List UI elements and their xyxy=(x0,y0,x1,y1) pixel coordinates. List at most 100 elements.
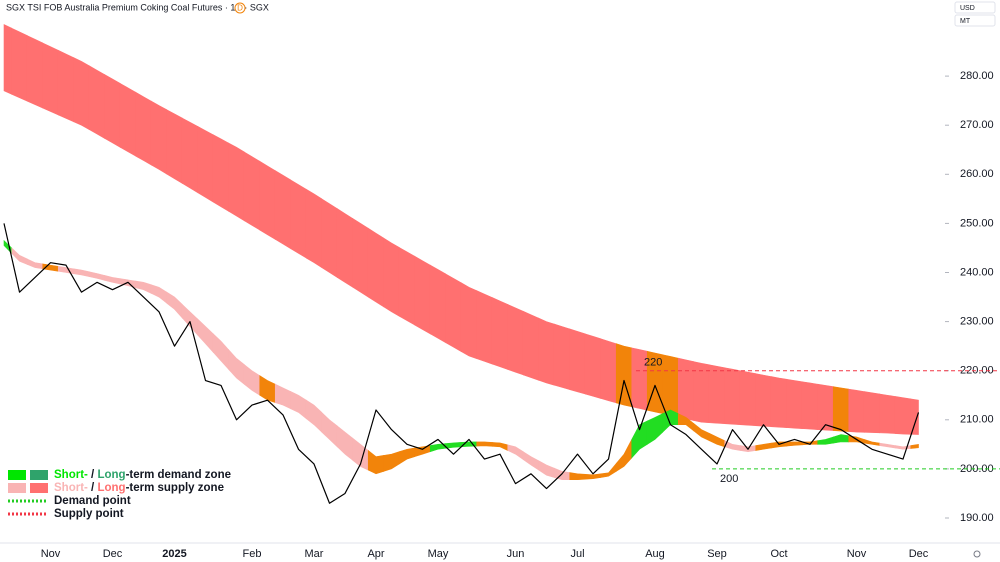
y-tick-label: 220.00 xyxy=(960,365,994,377)
y-tick-label: 230.00 xyxy=(960,316,994,328)
chart-title: SGX TSI FOB Australia Premium Coking Coa… xyxy=(6,2,269,12)
short-term-zone-segment xyxy=(538,460,555,478)
long-term-zone-segment xyxy=(243,151,261,231)
short-term-zone-segment xyxy=(305,399,323,433)
short-term-zone-segment xyxy=(631,420,648,459)
long-term-zone-segment xyxy=(321,198,338,278)
short-term-zone-segment xyxy=(522,451,540,471)
long-term-zone-segment xyxy=(569,328,586,395)
long-term-zone-segment xyxy=(507,303,524,376)
long-term-zone-segment xyxy=(414,255,431,335)
y-tick-label: 260.00 xyxy=(960,168,994,180)
short-term-zone-segment xyxy=(832,434,850,444)
short-term-zone-segment xyxy=(786,441,803,447)
long-term-zone-segment xyxy=(259,160,276,240)
x-tick-label: May xyxy=(428,548,449,560)
badge: D xyxy=(237,4,243,13)
long-term-zone-segment xyxy=(228,142,245,222)
x-tick-label: Nov xyxy=(847,548,867,560)
settings-icon[interactable] xyxy=(973,550,981,558)
legend-swatch xyxy=(30,470,48,480)
x-tick-label: 2025 xyxy=(162,548,186,560)
long-term-zone-segment xyxy=(88,65,106,139)
long-term-zone-segment xyxy=(832,386,850,432)
unit[interactable]: MT xyxy=(960,18,971,25)
short-term-zone-segment xyxy=(646,413,664,445)
x-tick-label: Dec xyxy=(909,548,929,560)
long-term-zone-segment xyxy=(817,383,834,431)
demand-point-label: 200 xyxy=(720,473,738,485)
long-term-zone-segment xyxy=(522,310,540,381)
long-term-zone-segment xyxy=(879,393,896,434)
x-tick-label: Aug xyxy=(645,548,665,560)
x-tick-label: Sep xyxy=(707,548,727,560)
legend-part: Long xyxy=(97,482,125,494)
short-term-zone-segment xyxy=(290,391,307,420)
long-term-zone-segment xyxy=(739,370,757,427)
short-term-zone-segment xyxy=(910,443,919,449)
legend-label: Supply point xyxy=(54,508,124,520)
legend-part: -term supply zone xyxy=(126,482,224,494)
long-term-zone-segment xyxy=(212,134,230,212)
legend-swatch xyxy=(8,470,26,480)
short-term-zone-segment xyxy=(615,439,633,472)
short-term-zone-segment xyxy=(817,436,834,445)
x-tick-label: Oct xyxy=(770,548,787,560)
short-term-zone-segment xyxy=(11,247,28,265)
long-term-zone-segment xyxy=(352,217,369,298)
short-term-zone-segment xyxy=(88,271,106,281)
price-line xyxy=(3,223,920,504)
unit-box[interactable] xyxy=(954,14,996,27)
short-term-zone-segment xyxy=(119,278,137,289)
supply-point-label: 220 xyxy=(644,357,662,369)
long-term-zone-segment xyxy=(367,227,385,308)
long-term-zone-segment xyxy=(755,373,772,427)
long-term-zone-segment xyxy=(848,388,865,433)
short-term-zone-segment xyxy=(243,363,261,396)
long-term-zone-segment xyxy=(166,109,183,184)
long-term-zone-segment xyxy=(150,100,168,175)
currency[interactable]: USD xyxy=(960,5,975,12)
long-term-zone-segment xyxy=(491,297,509,370)
long-term-zone-segment xyxy=(708,364,726,425)
legend-label: Short- / Long-term demand zone xyxy=(54,469,231,481)
long-term-zone-segment xyxy=(11,27,28,102)
legend-part: / xyxy=(88,482,98,494)
long-term-zone-segment xyxy=(786,378,803,429)
long-term-zone-segment xyxy=(538,317,555,386)
short-term-zone-segment xyxy=(57,266,75,275)
long-term-zone-segment xyxy=(119,82,137,157)
badge-ring xyxy=(234,2,246,14)
x-tick-label: Jul xyxy=(570,548,584,560)
x-tick-label: Nov xyxy=(41,548,61,560)
long-term-zone-segment xyxy=(26,35,44,109)
x-tick-label: Apr xyxy=(367,548,384,560)
y-tick-label: 280.00 xyxy=(960,70,994,82)
long-term-zone-segment xyxy=(274,170,292,250)
long-term-zone-segment xyxy=(460,282,478,360)
short-term-zone-segment xyxy=(445,442,462,449)
long-term-zone-segment xyxy=(104,74,121,148)
long-term-zone-segment xyxy=(290,179,307,259)
long-term-zone-segment xyxy=(801,381,819,430)
short-term-zone-segment xyxy=(212,333,230,371)
short-term-zone-segment xyxy=(104,275,121,285)
y-tick-label: 270.00 xyxy=(960,119,994,131)
long-term-zone-segment xyxy=(73,57,90,131)
short-term-zone-segment xyxy=(197,318,214,354)
short-term-zone-segment xyxy=(755,442,772,451)
long-term-zone-segment xyxy=(476,290,493,365)
currency-box[interactable] xyxy=(954,1,996,14)
short-term-zone-segment xyxy=(321,411,338,448)
x-tick-label: Feb xyxy=(243,548,262,560)
long-term-zone-segment xyxy=(662,354,679,418)
short-term-zone-segment xyxy=(894,445,912,450)
long-term-zone-segment xyxy=(553,323,571,390)
short-term-zone-segment xyxy=(336,425,354,461)
legend-label: Demand point xyxy=(54,495,131,507)
long-term-zone-segment xyxy=(197,125,214,203)
short-term-zone-segment xyxy=(491,442,509,451)
short-term-zone-segment xyxy=(166,291,183,319)
long-term-zone-segment xyxy=(724,367,741,426)
